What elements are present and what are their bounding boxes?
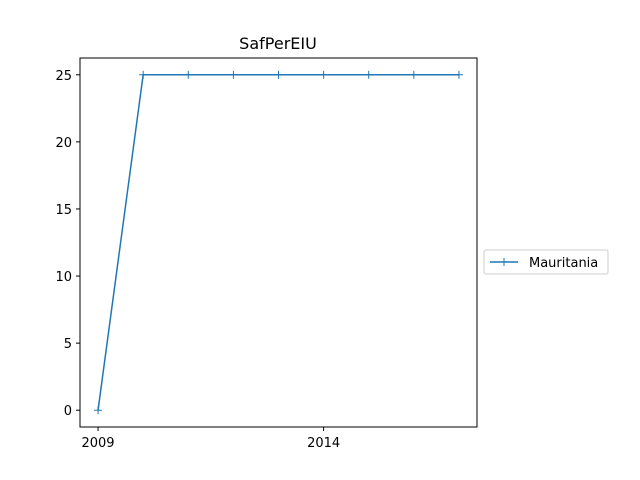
plot-area bbox=[79, 57, 478, 428]
data-point bbox=[229, 70, 238, 79]
data-point bbox=[94, 406, 103, 415]
data-point bbox=[454, 70, 463, 79]
data-point bbox=[139, 70, 148, 79]
y-axis: 0 5 10 15 20 25 bbox=[55, 69, 80, 419]
data-point bbox=[184, 70, 193, 79]
x-tick-label: 2014 bbox=[307, 436, 340, 451]
data-point bbox=[319, 70, 328, 79]
y-tick-label: 25 bbox=[55, 69, 72, 84]
y-tick-label: 5 bbox=[64, 337, 72, 352]
y-tick-label: 10 bbox=[55, 270, 72, 285]
data-point bbox=[274, 70, 283, 79]
legend-box bbox=[483, 249, 609, 275]
y-tick-label: 0 bbox=[64, 404, 72, 419]
legend: Mauritania bbox=[483, 249, 609, 275]
data-point bbox=[364, 70, 373, 79]
x-tick-label: 2009 bbox=[81, 436, 114, 451]
legend-label: Mauritania bbox=[529, 256, 598, 271]
data-point bbox=[409, 70, 418, 79]
y-tick-label: 15 bbox=[55, 203, 72, 218]
x-axis: 2009 2014 bbox=[81, 427, 340, 451]
chart-title: SafPerEIU bbox=[239, 34, 317, 53]
series-layer bbox=[94, 70, 463, 415]
y-tick-label: 20 bbox=[55, 136, 72, 151]
